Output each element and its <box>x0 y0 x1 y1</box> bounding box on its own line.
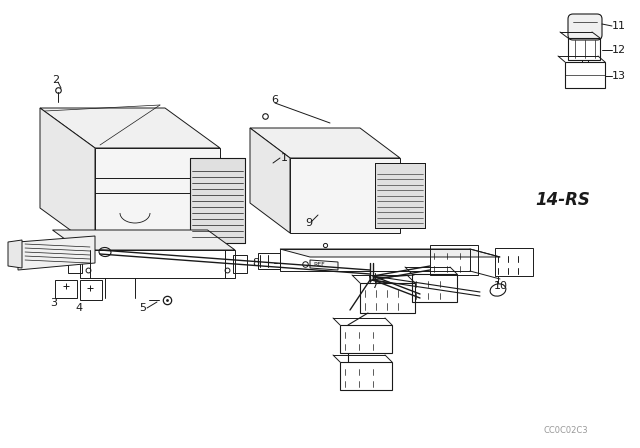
Bar <box>565 62 605 88</box>
Polygon shape <box>190 158 245 243</box>
Polygon shape <box>375 163 425 228</box>
Bar <box>80 280 102 300</box>
Text: 10: 10 <box>494 281 508 291</box>
Bar <box>68 255 82 273</box>
Text: 3: 3 <box>50 298 57 308</box>
Text: 11: 11 <box>612 21 626 31</box>
Polygon shape <box>95 148 220 248</box>
Polygon shape <box>290 158 400 233</box>
Bar <box>340 362 392 390</box>
Bar <box>233 255 247 273</box>
Polygon shape <box>280 249 500 257</box>
Text: 12: 12 <box>612 45 626 55</box>
Text: 13: 13 <box>612 71 626 81</box>
Text: 4: 4 <box>75 303 82 313</box>
Bar <box>412 274 457 302</box>
Bar <box>258 253 280 269</box>
Polygon shape <box>40 108 95 248</box>
Text: 1: 1 <box>281 153 288 163</box>
Text: 5: 5 <box>139 303 146 313</box>
Bar <box>375 163 425 228</box>
Bar <box>430 245 478 275</box>
Polygon shape <box>18 236 95 270</box>
Text: 6: 6 <box>271 95 278 105</box>
Text: 7: 7 <box>371 280 379 290</box>
Bar <box>495 248 533 276</box>
Polygon shape <box>8 240 22 268</box>
FancyBboxPatch shape <box>568 14 602 40</box>
Bar <box>340 325 392 353</box>
Polygon shape <box>310 260 338 270</box>
Bar <box>190 158 245 243</box>
Text: REF: REF <box>313 263 324 267</box>
Polygon shape <box>250 128 400 158</box>
Polygon shape <box>40 108 220 148</box>
Text: CC0C02C3: CC0C02C3 <box>543 426 588 435</box>
Bar <box>360 283 415 313</box>
Bar <box>80 250 235 278</box>
Polygon shape <box>250 128 290 233</box>
Bar <box>568 38 600 60</box>
Text: 9: 9 <box>305 218 312 228</box>
Polygon shape <box>52 230 235 250</box>
Text: 14-RS: 14-RS <box>535 191 590 209</box>
Text: 2: 2 <box>52 75 59 85</box>
Text: 8: 8 <box>252 258 259 268</box>
Bar <box>55 280 77 298</box>
